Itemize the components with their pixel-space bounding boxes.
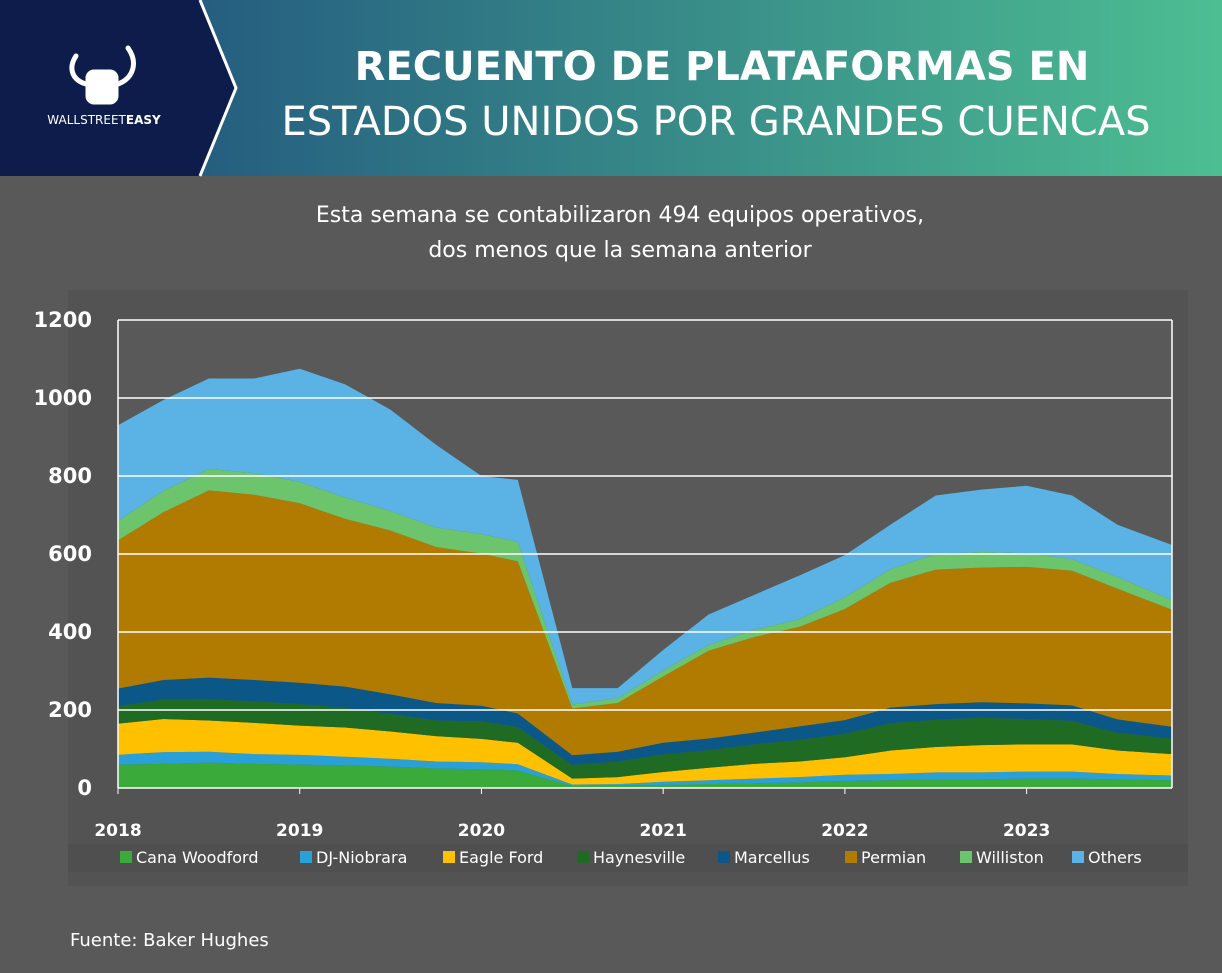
legend-swatch	[960, 851, 972, 863]
legend-label: Eagle Ford	[459, 848, 543, 867]
area	[118, 751, 1172, 787]
area	[118, 762, 1172, 788]
legend-label: DJ-Niobrara	[316, 848, 407, 867]
subtitle-line: Esta semana se contabilizaron 494 equipo…	[316, 203, 924, 228]
logo-icon	[69, 45, 136, 105]
legend-label: Others	[1088, 848, 1142, 867]
y-tick-label: 0	[77, 776, 92, 800]
area	[118, 490, 1172, 756]
legend-swatch	[120, 851, 132, 863]
area	[118, 718, 1172, 785]
y-tick-label: 1200	[34, 308, 92, 332]
y-tick-label: 400	[48, 620, 92, 644]
brand-part: WALLSTREET	[47, 113, 126, 127]
legend-swatch	[1072, 851, 1084, 863]
area	[118, 368, 1172, 705]
x-tick-label: 2021	[640, 821, 687, 841]
subtitle-line: dos menos que la semana anterior	[428, 238, 812, 263]
y-tick-label: 600	[48, 542, 92, 566]
title-line: ESTADOS UNIDOS POR GRANDES CUENCAS	[282, 99, 1151, 145]
x-tick-label: 2020	[458, 821, 505, 841]
legend-swatch	[718, 851, 730, 863]
area	[118, 699, 1172, 779]
legend-swatch	[443, 851, 455, 863]
title-line: RECUENTO DE PLATAFORMAS EN	[355, 44, 1090, 90]
legend-swatch	[577, 851, 589, 863]
legend-swatch	[845, 851, 857, 863]
brand-part: EASY	[126, 113, 161, 127]
y-tick-label: 1000	[34, 386, 92, 410]
legend-swatch	[300, 851, 312, 863]
legend-label: Williston	[976, 848, 1044, 867]
legend-label: Permian	[861, 848, 926, 867]
x-tick-label: 2023	[1003, 821, 1050, 841]
legend-label: Marcellus	[734, 848, 810, 867]
chevron	[198, 0, 238, 177]
source: Fuente: Baker Hughes	[70, 930, 269, 951]
x-tick-label: 2022	[821, 821, 868, 841]
legend-band	[68, 844, 1188, 872]
y-tick-label: 200	[48, 698, 92, 722]
x-tick-label: 2019	[276, 821, 323, 841]
y-tick-label: 800	[48, 464, 92, 488]
brand: WALLSTREETEASY	[47, 113, 161, 127]
area	[118, 677, 1172, 765]
legend-label: Cana Woodford	[136, 848, 259, 867]
legend-label: Haynesville	[593, 848, 685, 867]
x-tick-label: 2018	[94, 821, 141, 841]
